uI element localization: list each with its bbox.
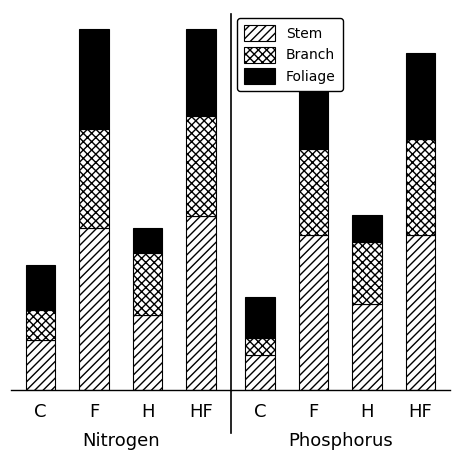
Bar [26, 265, 55, 310]
Bar [406, 235, 435, 390]
Bar [133, 228, 162, 253]
Bar [245, 338, 275, 355]
Bar [299, 29, 328, 149]
Bar [406, 139, 435, 235]
Legend: Stem, Branch, Foliage: Stem, Branch, Foliage [237, 18, 343, 91]
Bar [26, 340, 55, 390]
Bar [79, 29, 109, 129]
Bar [299, 149, 328, 235]
Bar [133, 253, 162, 315]
Bar [406, 53, 435, 139]
X-axis label: Phosphorus: Phosphorus [288, 432, 393, 450]
Bar [352, 214, 382, 242]
Bar [133, 315, 162, 390]
Bar [79, 228, 109, 390]
Bar [245, 297, 275, 338]
Bar [79, 129, 109, 228]
Bar [26, 310, 55, 340]
Bar [352, 242, 382, 304]
Bar [352, 304, 382, 390]
Bar [186, 29, 216, 116]
Bar [186, 116, 216, 216]
Bar [245, 355, 275, 390]
Bar [299, 235, 328, 390]
X-axis label: Nitrogen: Nitrogen [82, 432, 160, 450]
Bar [186, 216, 216, 390]
